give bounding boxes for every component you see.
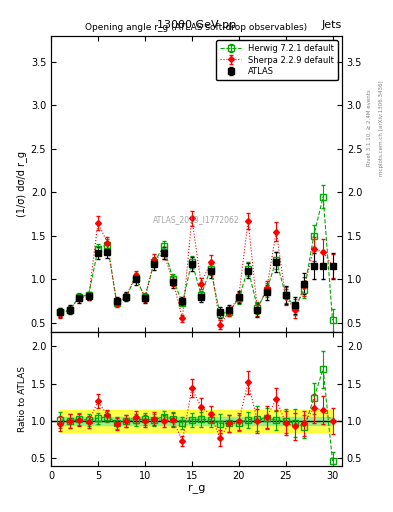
Text: 13000 GeV pp: 13000 GeV pp <box>157 20 236 31</box>
Text: mcplots.cern.ch [arXiv:1306.3436]: mcplots.cern.ch [arXiv:1306.3436] <box>379 80 384 176</box>
Text: ATLAS_2019_I1772062: ATLAS_2019_I1772062 <box>153 215 240 224</box>
Text: Rivet 3.1.10, ≥ 2.4M events: Rivet 3.1.10, ≥ 2.4M events <box>367 90 372 166</box>
X-axis label: r_g: r_g <box>188 483 205 494</box>
Title: Opening angle r_g (ATLAS soft-drop observables): Opening angle r_g (ATLAS soft-drop obser… <box>85 23 308 32</box>
Legend: Herwig 7.2.1 default, Sherpa 2.2.9 default, ATLAS: Herwig 7.2.1 default, Sherpa 2.2.9 defau… <box>216 40 338 80</box>
Y-axis label: (1/σ) dσ/d r_g: (1/σ) dσ/d r_g <box>16 151 27 217</box>
Text: Jets: Jets <box>321 20 342 31</box>
Y-axis label: Ratio to ATLAS: Ratio to ATLAS <box>18 366 27 432</box>
